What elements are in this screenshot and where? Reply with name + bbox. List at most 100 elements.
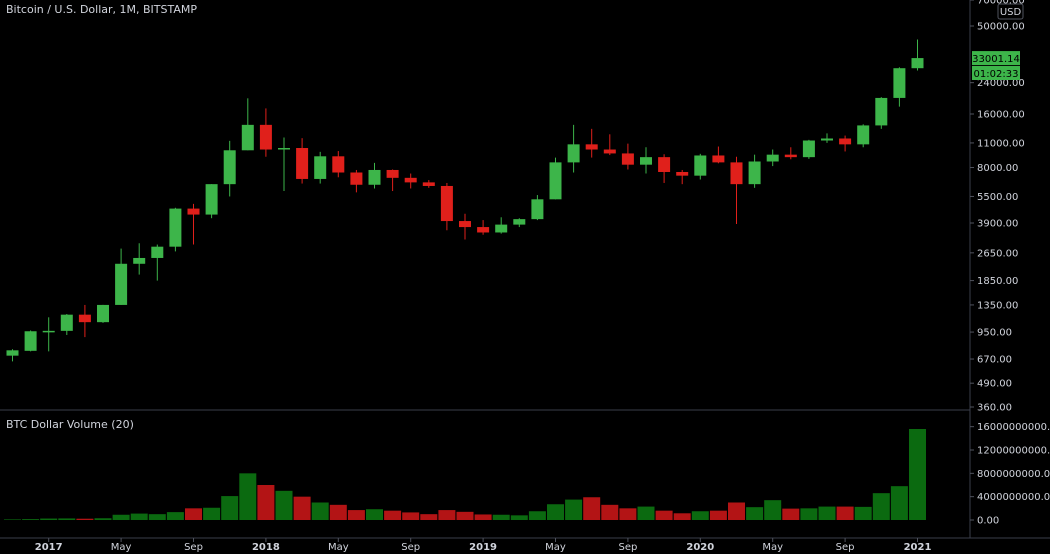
candle-body <box>296 148 309 179</box>
candle-body <box>911 58 924 69</box>
candle-body <box>332 156 345 173</box>
volume-bar <box>4 519 21 520</box>
volume-bar <box>474 514 492 520</box>
volume-bar <box>275 490 293 520</box>
volume-bar <box>836 506 854 520</box>
price-tick-label: 2650.00 <box>977 248 1018 259</box>
volume-bar <box>402 512 420 520</box>
volume-bar <box>764 500 782 520</box>
candle-body <box>730 162 743 185</box>
last-price-tag: 33001.14 <box>972 51 1020 66</box>
volume-tick-label: 4000000000.00 <box>977 492 1050 503</box>
candle-body <box>350 172 363 185</box>
volume-bar <box>909 429 926 520</box>
price-tick-label: 950.00 <box>977 328 1012 339</box>
volume-bar <box>510 515 528 520</box>
time-tick-label: Sep <box>184 542 203 553</box>
time-tick-label: Sep <box>401 542 420 553</box>
candle-body <box>513 219 526 225</box>
volume-bar <box>746 507 764 520</box>
volume-bar <box>347 510 365 520</box>
volume-bar <box>185 508 202 520</box>
volume-bar <box>384 510 402 520</box>
volume-bar <box>366 509 383 520</box>
candle-body <box>223 150 236 185</box>
candle-body <box>694 155 707 176</box>
volume-bar <box>329 504 347 520</box>
candles-layer <box>6 39 924 362</box>
volume-bar <box>420 514 438 520</box>
volume-bar <box>492 514 510 520</box>
volume-bar <box>637 506 655 520</box>
price-tick-label: 670.00 <box>977 355 1012 366</box>
candle-body <box>603 149 616 154</box>
volume-bar <box>456 511 474 520</box>
time-tick-label: 2021 <box>904 542 932 553</box>
candle-body <box>712 155 725 163</box>
time-tick-label: 2020 <box>686 542 714 553</box>
candle-body <box>97 304 109 323</box>
volume-tick-label: 16000000000.00 <box>977 422 1050 433</box>
volume-bar <box>40 518 58 520</box>
volume-bar <box>655 510 673 520</box>
volume-bar <box>94 518 112 520</box>
time-axis: 2017 May Sep 2018 May Sep 2019 May Sep 2020 May Sep… <box>35 538 932 553</box>
candle-body <box>839 138 852 145</box>
volume-bar <box>547 504 564 520</box>
price-tick-label: 5500.00 <box>977 192 1018 203</box>
volume-bar <box>818 506 836 520</box>
volume-bar <box>691 511 709 520</box>
time-tick-label: May <box>545 542 566 553</box>
price-tick-label: 1350.00 <box>977 300 1018 311</box>
candle-body <box>169 208 182 247</box>
countdown-tag: 01:02:33 <box>972 66 1020 80</box>
time-tick-label: May <box>328 542 349 553</box>
candle-body <box>495 224 508 233</box>
candle-body <box>241 124 254 151</box>
time-tick-label: Sep <box>836 542 855 553</box>
candle-body <box>368 169 381 185</box>
candle-body <box>585 144 598 150</box>
time-tick-label: May <box>111 542 132 553</box>
volume-bar <box>782 508 800 520</box>
volume-bar <box>293 496 311 520</box>
volume-bar <box>890 486 908 520</box>
candle-body <box>205 184 218 215</box>
volume-bar <box>619 508 637 520</box>
volume-bar <box>728 502 745 520</box>
price-tick-label: 490.00 <box>977 379 1012 390</box>
volume-bar <box>854 506 872 520</box>
candle-body <box>278 148 290 150</box>
candle-body <box>784 154 797 158</box>
candle-body <box>314 156 327 179</box>
price-tick-label: 11000.00 <box>977 138 1025 149</box>
volume-bar <box>130 513 148 520</box>
volume-tick-label: 8000000000.00 <box>977 469 1050 480</box>
volume-bar <box>565 499 583 520</box>
volume-bar <box>528 511 546 520</box>
volume-bar <box>673 513 691 520</box>
candle-body <box>115 263 128 305</box>
candle-body <box>133 257 146 264</box>
candle-body <box>766 154 779 162</box>
volume-tick-label: 0.00 <box>977 516 999 527</box>
volume-bar <box>112 514 130 520</box>
candle-body <box>60 314 73 331</box>
candle-body <box>531 199 544 220</box>
candle-body <box>459 221 471 228</box>
candle-body <box>187 208 200 215</box>
currency-button[interactable]: USD <box>997 3 1024 20</box>
volume-bar <box>601 504 619 520</box>
volume-bar <box>203 507 221 520</box>
volume-bar <box>311 502 329 520</box>
candle-body <box>477 227 490 233</box>
candle-body <box>386 169 399 178</box>
volume-bar <box>221 496 239 520</box>
volume-bar <box>438 510 456 520</box>
volume-bar <box>257 485 275 520</box>
candle-body <box>821 138 833 141</box>
currency-label: USD <box>1000 7 1022 18</box>
price-tick-label: 24000.00 <box>977 78 1025 89</box>
candle-body <box>422 182 435 186</box>
